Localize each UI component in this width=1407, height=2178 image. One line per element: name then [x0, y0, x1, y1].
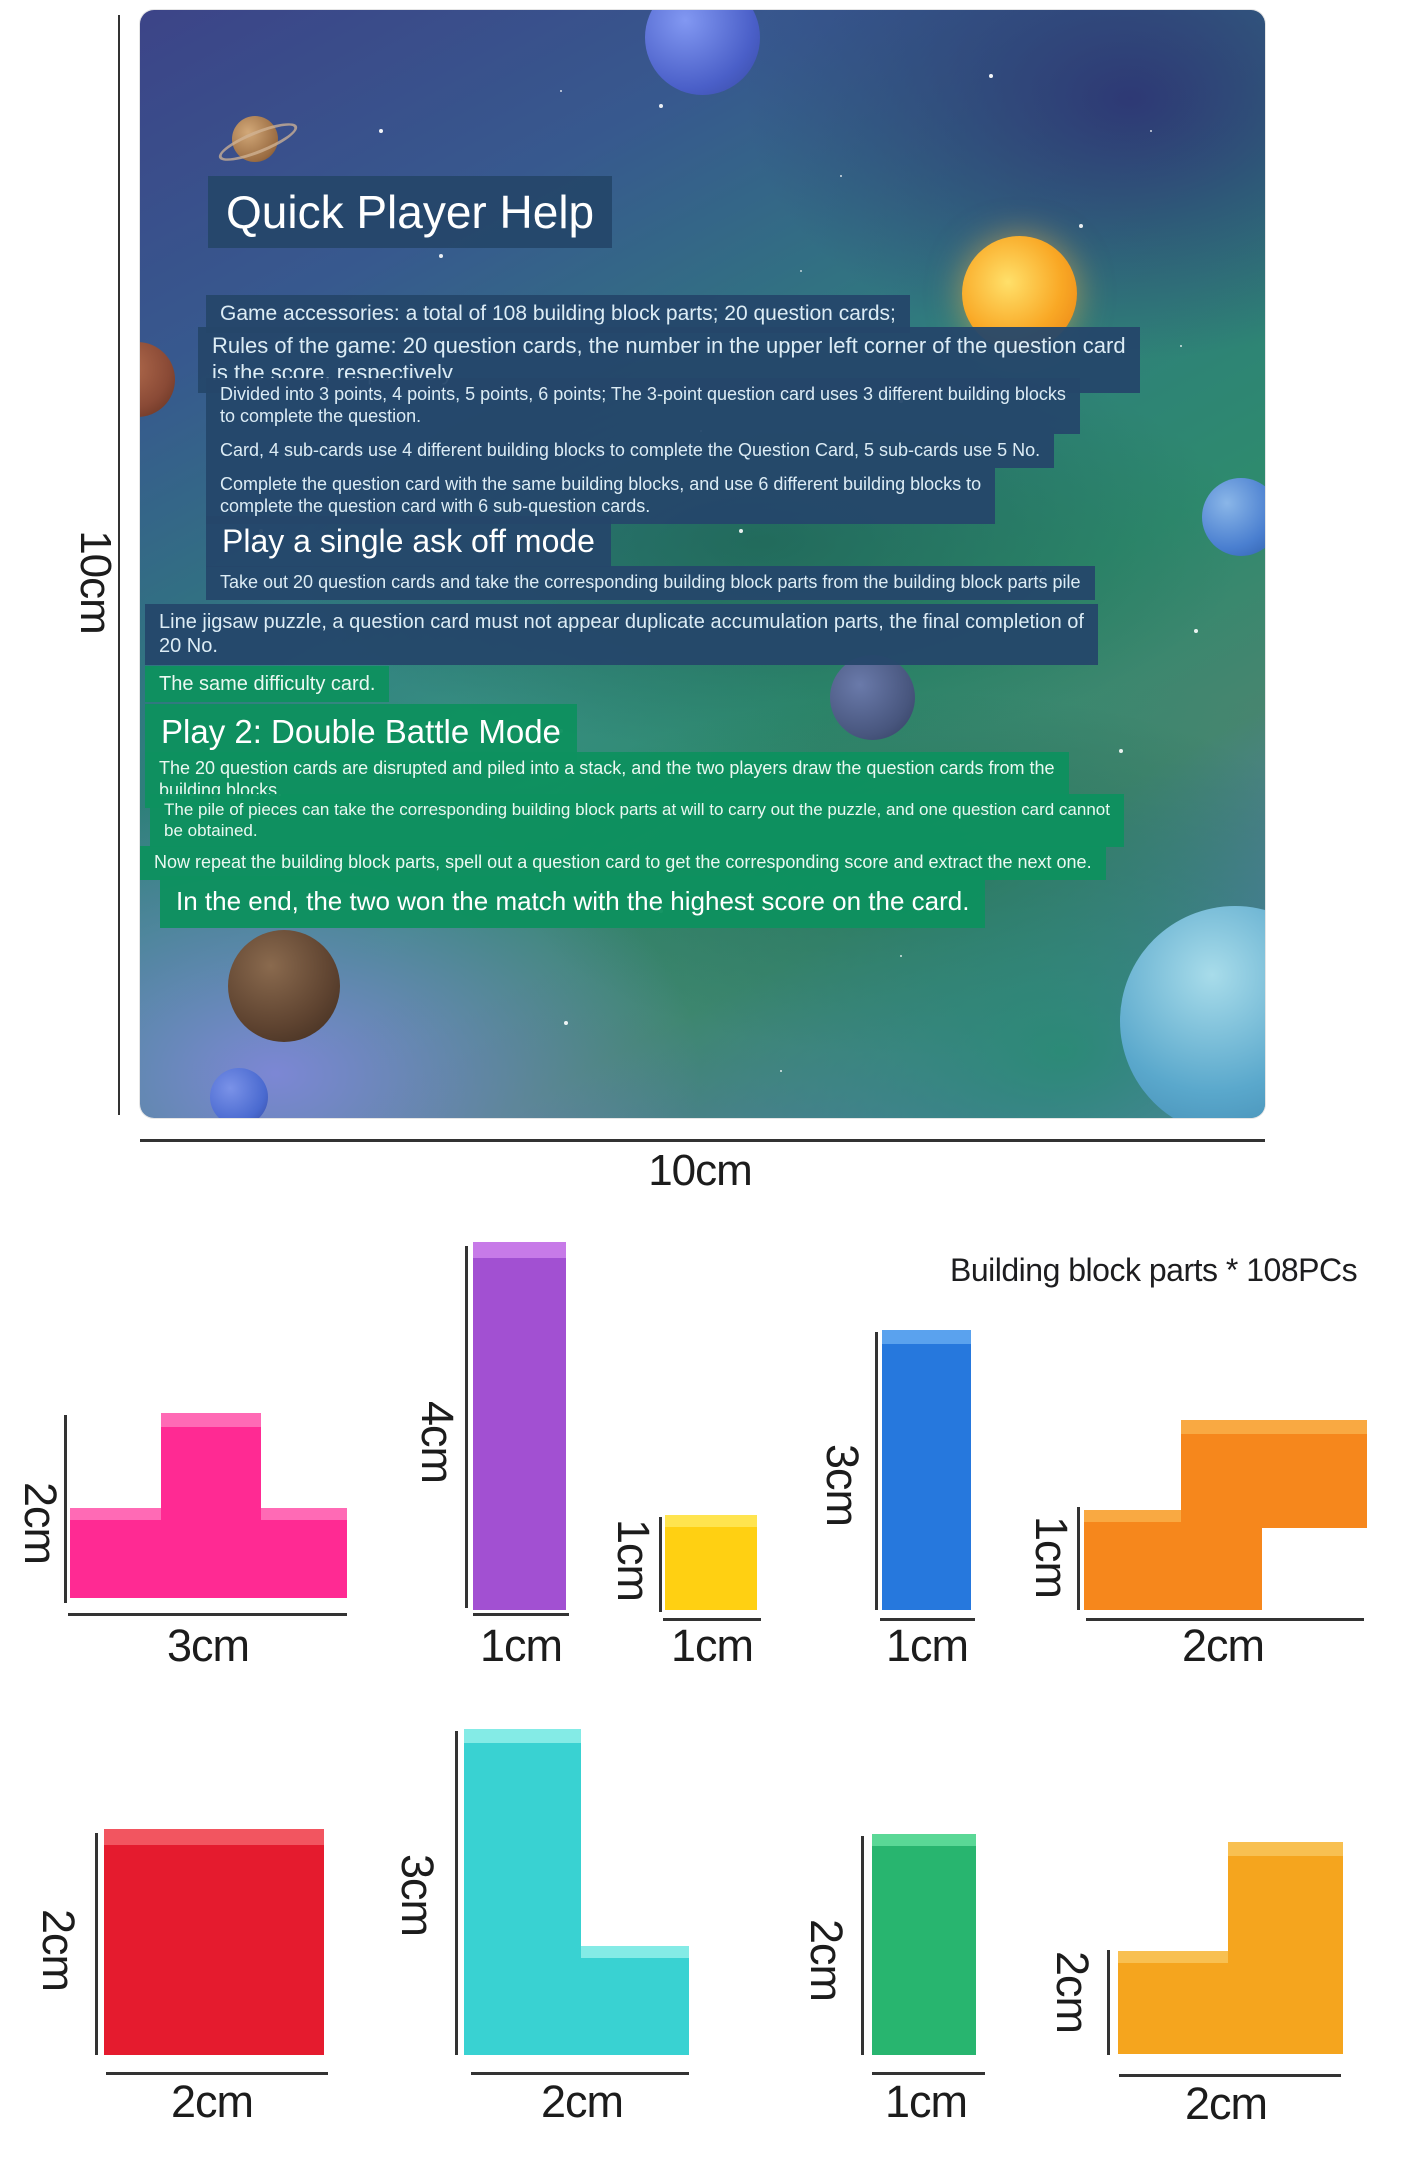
dimension-label: 2cm: [1184, 2078, 1268, 2129]
card-width-dimension-line: [140, 1139, 1265, 1142]
card-text-jigsaw: Line jigsaw puzzle, a question card must…: [145, 604, 1098, 665]
dimension-line-vertical: [465, 1246, 468, 1608]
planet-blue-icon: [645, 10, 760, 95]
dimension-label: 3cm: [392, 1853, 443, 1936]
dimension-label: 2cm: [1181, 1620, 1265, 1671]
dimension-label: 2cm: [15, 1481, 66, 1564]
dimension-line-horizontal: [473, 1613, 569, 1616]
dimension-line-horizontal: [106, 2072, 328, 2075]
card-heading-play1: Play a single ask off mode: [206, 516, 611, 568]
card-text-difficulty: The same difficulty card.: [145, 666, 390, 703]
dimension-label: 2cm: [1047, 1950, 1098, 2033]
card-height-dimension-line: [118, 15, 120, 1115]
dimension-line-vertical: [659, 1517, 662, 1612]
dimension-label: 2cm: [33, 1908, 84, 1991]
dimension-line-horizontal: [1119, 2074, 1341, 2077]
dimension-line-horizontal: [1086, 1618, 1364, 1621]
dimension-label: 3cm: [817, 1443, 868, 1526]
planet-small-blue-icon: [210, 1068, 268, 1118]
dimension-label: 1cm: [479, 1620, 563, 1671]
dimension-line-vertical: [64, 1415, 67, 1603]
block-s-piece-top: [1181, 1420, 1367, 1528]
dimension-label: 1cm: [608, 1518, 659, 1601]
dimension-label: 3cm: [166, 1620, 250, 1671]
dimension-label: 2cm: [540, 2076, 624, 2127]
dimension-line-vertical: [1107, 1950, 1110, 2055]
card-text-accessories: Game accessories: a total of 108 buildin…: [206, 295, 910, 333]
block-red-square: [104, 1829, 324, 2055]
block-t-piece-base: [70, 1508, 347, 1598]
dimension-line-vertical: [1077, 1507, 1080, 1610]
dimension-line-horizontal: [880, 1618, 975, 1621]
dimension-line-vertical: [875, 1332, 878, 1610]
dimension-line-vertical: [861, 1836, 864, 2055]
stars-decoration: [140, 10, 142, 12]
planet-ringed-icon: [232, 116, 278, 162]
card-width-dimension-label: 10cm: [648, 1146, 753, 1195]
block-green-bar: [872, 1834, 976, 2055]
block-purple-bar: [473, 1242, 566, 1610]
planet-dark-icon: [830, 655, 915, 740]
card-text-complete: Complete the question card with the same…: [206, 468, 996, 524]
block-blue-bar: [882, 1330, 971, 1610]
dimension-line-horizontal: [872, 2072, 985, 2075]
block-l-piece-foot: [575, 1946, 689, 2055]
dimension-line-horizontal: [663, 1618, 761, 1621]
dimension-label: 1cm: [885, 1620, 969, 1671]
card-heading-play2: Play 2: Double Battle Mode: [145, 704, 577, 761]
dimension-label: 1cm: [884, 2076, 968, 2127]
card-text-takeout: Take out 20 question cards and take the …: [206, 566, 1095, 600]
card-text-pile: The pile of pieces can take the correspo…: [150, 794, 1124, 848]
card-text-winner: In the end, the two won the match with t…: [160, 876, 986, 928]
block-t-piece-stem: [161, 1413, 261, 1523]
block-corner-piece-foot: [1118, 1951, 1240, 2054]
card-title: Quick Player Help: [208, 176, 613, 249]
card-text-points: Divided into 3 points, 4 points, 5 point…: [206, 378, 1080, 434]
dimension-label: 1cm: [670, 1620, 754, 1671]
planet-brown-icon: [228, 930, 340, 1042]
dimension-label: 2cm: [801, 1918, 852, 2001]
card-text-subcards: Card, 4 sub-cards use 4 different buildi…: [206, 434, 1055, 468]
card-text-repeat: Now repeat the building block parts, spe…: [140, 846, 1106, 880]
blocks-section-title: Building block parts * 108PCs: [950, 1252, 1358, 1288]
dimension-label: 1cm: [1026, 1515, 1077, 1598]
dimension-label: 2cm: [170, 2076, 254, 2127]
dimension-label: 4cm: [412, 1400, 463, 1483]
dimension-line-horizontal: [68, 1613, 347, 1616]
block-l-piece-bar: [464, 1729, 581, 2055]
planet-teal-icon: [1120, 906, 1265, 1118]
planet-earth-icon: [1202, 478, 1265, 556]
block-corner-piece-column: [1228, 1842, 1343, 2054]
dimension-line-vertical: [95, 1833, 98, 2055]
instruction-card: Quick Player Help Game accessories: a to…: [140, 10, 1265, 1118]
block-yellow-square: [665, 1515, 757, 1610]
card-height-dimension-label: 10cm: [71, 530, 120, 634]
dimension-line-horizontal: [471, 2072, 689, 2075]
dimension-line-vertical: [455, 1731, 458, 2055]
planet-red-icon: [140, 342, 175, 417]
